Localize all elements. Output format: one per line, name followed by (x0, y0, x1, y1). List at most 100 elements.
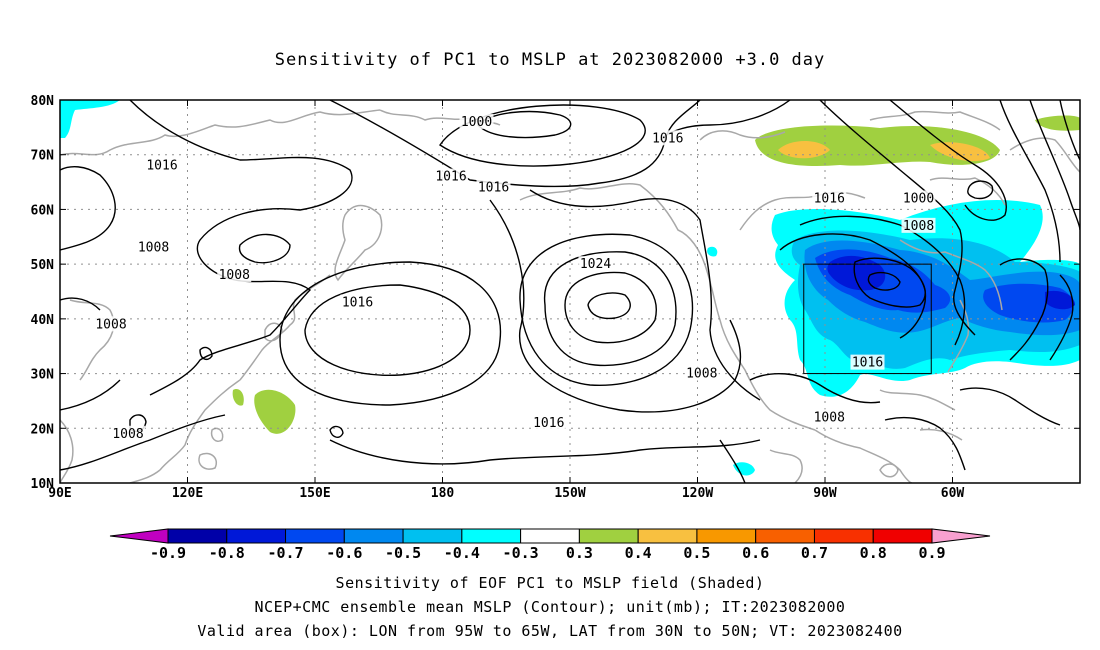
colorbar-label: -0.6 (326, 544, 362, 562)
contour-label-bg (476, 179, 511, 195)
mslp-contour (519, 233, 694, 387)
mslp-contour (749, 372, 881, 404)
colorbar-swatch (402, 528, 463, 544)
coastline (129, 469, 161, 483)
mslp-contour (889, 100, 1007, 221)
mslp-contour (279, 261, 502, 406)
mslp-contour (799, 215, 966, 346)
contour-label: 1016 (652, 131, 683, 146)
colorbar-swatch (520, 528, 580, 544)
coastline (1009, 137, 1080, 173)
mslp-contour (819, 100, 976, 336)
contour-label: 1000 (461, 115, 492, 130)
shading-region (930, 142, 990, 162)
coastline (899, 239, 1003, 311)
shading-region (1045, 290, 1075, 310)
mslp-contour (199, 346, 213, 361)
contour-label-bg (901, 217, 936, 233)
contour-label-bg (434, 168, 468, 184)
contour-label-bg (145, 157, 179, 173)
contour-label: 1016 (814, 191, 845, 206)
coastline (919, 428, 963, 441)
colorbar-swatch (109, 528, 169, 544)
mslp-contour (867, 271, 901, 291)
shading-region (707, 246, 718, 257)
mslp-contour (564, 271, 657, 344)
colorbar: -0.9 -0.8 -0.7 -0.6 -0.5 -0.4 -0.3 0.3 0.4 0.5 0.6… (109, 528, 991, 562)
lat-tick-label: 30N (31, 368, 55, 383)
contour-label-bg (812, 409, 847, 425)
coastline (60, 109, 381, 156)
coastline (198, 452, 217, 470)
lat-tick-label: 50N (31, 258, 55, 273)
lat-tick-label: 10N (31, 477, 55, 492)
shading-region (254, 389, 296, 434)
contour-label-bg (459, 113, 494, 129)
contour-label: 1008 (95, 317, 126, 332)
contour-label-bg (136, 239, 171, 255)
axis-ticks: 90E 120E 150E 180 150W 120W 90W 60W 80N 70N 60N 50N… (31, 94, 1080, 501)
shading-region (1035, 115, 1080, 131)
caption-line-2: NCEP+CMC ensemble mean MSLP (Contour); u… (254, 598, 846, 616)
contour-label: 1000 (903, 191, 934, 206)
lon-tick-label: 90W (813, 486, 837, 501)
mslp-contour (999, 100, 1061, 263)
mslp-contour (1049, 274, 1074, 361)
contour-label-bg (578, 256, 613, 272)
contour-label: 1008 (903, 219, 934, 234)
coastline (869, 110, 1001, 131)
contour-label: 1016 (478, 181, 509, 196)
coastline (929, 177, 1006, 206)
contour-label: 1016 (146, 159, 177, 174)
valid-area-box (803, 263, 932, 375)
contour-label: 1016 (852, 356, 883, 371)
colorbar-label: -0.3 (503, 544, 539, 562)
mslp-contour (999, 258, 1049, 361)
contour-label-bg (340, 294, 375, 310)
colorbar-label: -0.5 (385, 544, 421, 562)
contour-label-bg (684, 365, 719, 381)
colorbar-swatch (226, 528, 287, 544)
colorbar-swatch (578, 528, 639, 544)
contour-label-bg (901, 190, 936, 206)
contour-label: 1008 (138, 241, 169, 256)
contour-label: 1008 (112, 427, 143, 442)
mslp-contour (329, 439, 761, 465)
contour-label: 1008 (219, 268, 250, 283)
mslp-contour (853, 257, 926, 308)
shading-region (60, 100, 120, 138)
contour-label-bg (812, 190, 847, 206)
mslp-contour (884, 416, 966, 471)
shading-region (232, 389, 244, 406)
contour-label-bg (650, 130, 685, 146)
mslp-contour (238, 233, 291, 264)
colorbar-swatch (755, 528, 815, 544)
coastline (334, 204, 383, 282)
colorbar-swatch (872, 528, 933, 544)
contour-label: 1008 (686, 367, 717, 382)
lat-tick-label: 60N (31, 203, 55, 218)
coastline (879, 389, 956, 411)
contour-label-bg (111, 425, 145, 441)
caption-line-3: Valid area (box): LON from 95W to 65W, L… (197, 622, 903, 640)
shading-region (778, 141, 830, 159)
coastline (879, 463, 899, 478)
colorbar-label: -0.4 (444, 544, 480, 562)
colorbar-swatch (285, 528, 345, 544)
contour-label: 1016 (533, 416, 564, 431)
mslp-contour (489, 199, 742, 413)
figure-title: Sensitivity of PC1 to MSLP at 2023082000… (274, 50, 826, 70)
caption-line-1: Sensitivity of EOF PC1 to MSLP field (Sh… (335, 574, 765, 592)
colorbar-swatch (696, 528, 757, 544)
mslp-contour (587, 292, 631, 320)
coastline (210, 427, 224, 442)
mslp-contour (60, 166, 116, 251)
mslp-contour (60, 414, 226, 471)
colorbar-swatch (343, 528, 404, 544)
coastline (159, 379, 241, 471)
contour-label: 1024 (580, 257, 611, 272)
colorbar-label: 0.4 (625, 544, 652, 562)
mslp-contour (439, 104, 646, 167)
coastline (519, 183, 706, 266)
